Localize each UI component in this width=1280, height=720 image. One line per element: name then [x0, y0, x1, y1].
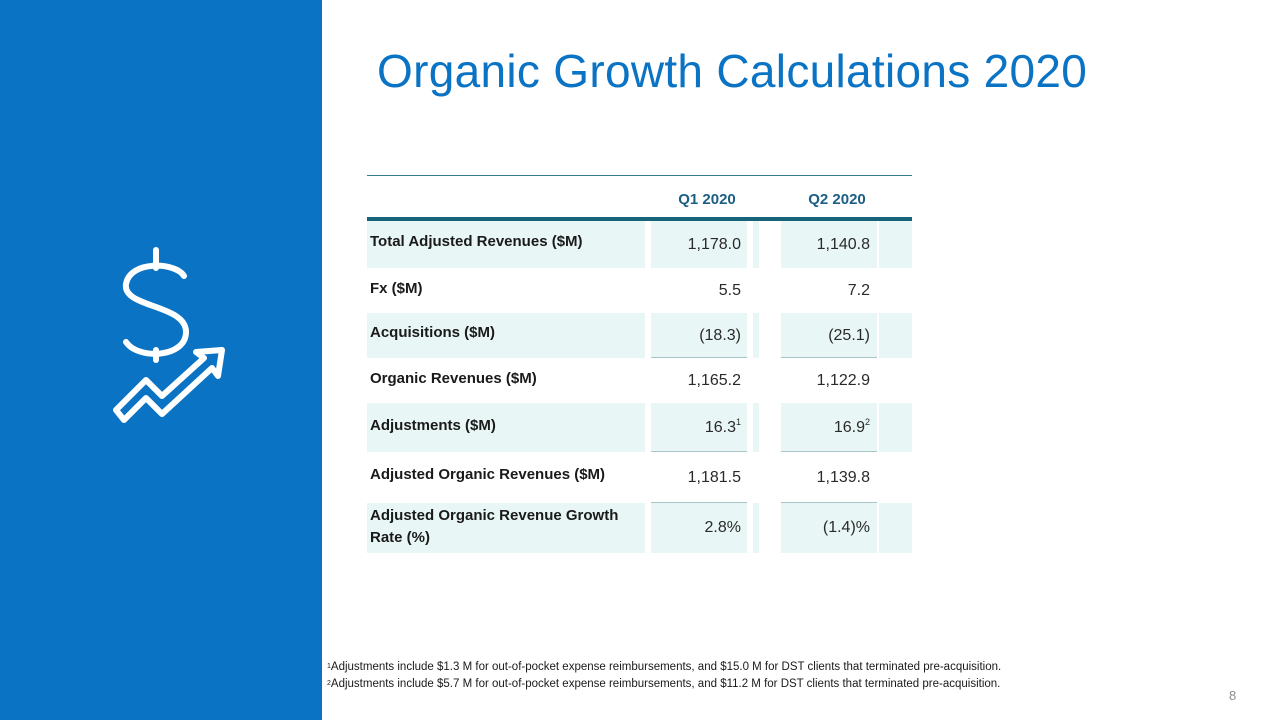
cell-q1: 16.31 [704, 417, 741, 436]
cell-q2: 1,139.8 [816, 469, 870, 486]
cell-q1: 1,165.2 [687, 372, 741, 389]
row-label: Organic Revenues ($M) [370, 370, 537, 387]
cell-q1: 1,178.0 [687, 236, 741, 253]
dollar-growth-arrow-icon [113, 247, 225, 423]
side-panel [0, 0, 322, 720]
footnote-1: 1Adjustments include $1.3 M for out-of-p… [327, 661, 1002, 673]
table-row: Adjusted Organic Revenue Growth Rate (%)… [367, 503, 912, 553]
column-header-q1: Q1 2020 [678, 191, 736, 208]
row-label: Total Adjusted Revenues ($M) [370, 233, 583, 250]
page-title: Organic Growth Calculations 2020 [377, 45, 1088, 97]
row-label: Adjusted Organic Revenues ($M) [370, 466, 606, 483]
table-row: Fx ($M) 5.5 7.2 [367, 268, 912, 313]
revenue-table: Q1 2020 Q2 2020 Total Adjusted Revenues … [367, 175, 912, 553]
row-label: Adjustments ($M) [370, 417, 496, 434]
cell-q2: 16.92 [833, 417, 870, 436]
cell-q2: (1.4)% [822, 519, 870, 536]
cell-q1: (18.3) [699, 327, 741, 344]
table-row: Organic Revenues ($M) 1,165.2 1,122.9 [367, 358, 912, 403]
table-row: Total Adjusted Revenues ($M) 1,178.0 1,1… [367, 221, 912, 268]
table-row: Adjusted Organic Revenues ($M) 1,181.5 1… [367, 452, 912, 503]
table-row: Adjustments ($M) 16.31 16.92 [367, 403, 912, 452]
footnote-2: 2Adjustments include $5.7 M for out-of-p… [327, 678, 1001, 690]
cell-q2: 1,122.9 [816, 372, 870, 389]
cell-q1: 5.5 [718, 282, 741, 299]
cell-q1: 2.8% [704, 519, 741, 536]
cell-q2: 1,140.8 [816, 236, 870, 253]
table-header: Q1 2020 Q2 2020 [367, 182, 912, 221]
table-top-rule [367, 175, 912, 176]
row-label: Adjusted Organic Revenue Growth Rate (%) [370, 507, 619, 546]
row-label: Acquisitions ($M) [370, 324, 496, 341]
footnotes: 1Adjustments include $1.3 M for out-of-p… [327, 659, 1001, 693]
column-header-q2: Q2 2020 [808, 191, 866, 208]
table-row: Acquisitions ($M) (18.3) (25.1) [367, 313, 912, 358]
cell-q2: (25.1) [828, 327, 870, 344]
row-label: Fx ($M) [370, 280, 423, 297]
page-number: 8 [1229, 688, 1237, 703]
cell-q2: 7.2 [847, 282, 870, 299]
cell-q1: 1,181.5 [687, 469, 741, 486]
